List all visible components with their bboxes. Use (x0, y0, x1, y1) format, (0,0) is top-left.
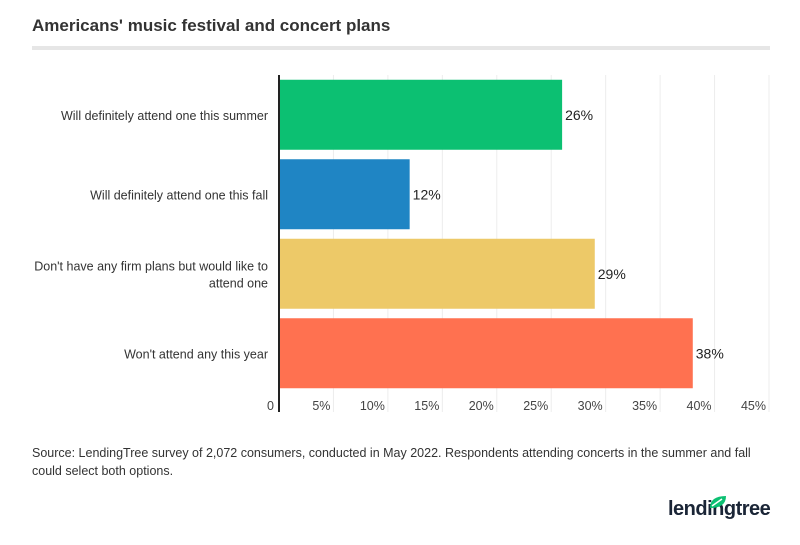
bar-chart: 0 5% 10% 15% 20% 25% 30% 35% 40% 45% 26% Will defin… (34, 75, 770, 413)
x-tick-label: 5% (312, 399, 330, 413)
x-tick-label: 10% (360, 399, 385, 413)
category-label: attend one (209, 276, 268, 290)
data-label: 26% (565, 107, 593, 123)
x-tick-label: 15% (414, 399, 439, 413)
lendingtree-logo: lendingtree (668, 496, 771, 521)
x-tick-label: 35% (632, 399, 657, 413)
data-label: 38% (696, 345, 724, 361)
bar (279, 238, 595, 309)
data-label: 12% (413, 186, 441, 202)
category-label: Don't have any firm plans but would like… (34, 259, 268, 273)
bar (279, 318, 693, 389)
bar (279, 159, 410, 230)
x-tick-label: 30% (578, 399, 603, 413)
source-note: Source: LendingTree survey of 2,072 cons… (32, 446, 751, 478)
x-tick-label: 0 (267, 399, 274, 413)
chart-title: Americans' music festival and concert pl… (32, 16, 391, 35)
data-label: 29% (598, 266, 626, 282)
category-label: Will definitely attend one this summer (61, 109, 268, 123)
x-tick-label: 20% (469, 399, 494, 413)
category-label: Won't attend any this year (124, 347, 268, 361)
bar (279, 79, 563, 150)
leaf-icon (710, 496, 726, 508)
x-tick-label: 40% (687, 399, 712, 413)
category-label: Will definitely attend one this fall (90, 188, 268, 202)
x-tick-label: 45% (741, 399, 766, 413)
title-divider (32, 46, 770, 50)
x-tick-label: 25% (523, 399, 548, 413)
